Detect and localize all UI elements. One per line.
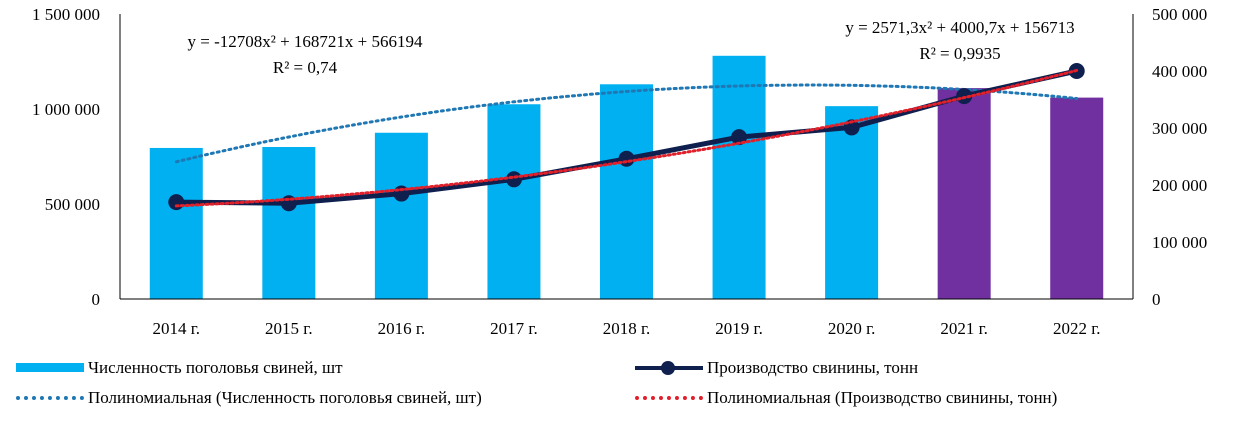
herd-trend-r2: R² = 0,74: [273, 58, 338, 77]
y-right-tick-label: 100 000: [1152, 233, 1207, 252]
y-left-tick-label: 1 500 000: [32, 5, 100, 24]
line-marker-swatch-icon: [633, 358, 705, 378]
legend-label-pork: Производство свинины, тонн: [707, 358, 919, 377]
x-tick-label: 2015 г.: [265, 319, 313, 338]
x-tick-label: 2016 г.: [378, 319, 426, 338]
combo-chart: 0 500 000 1 000 000 1 500 000 0 100 000 200 00…: [32, 5, 1207, 338]
legend-item-pork-trend: Полиномиальная (Производство свинины, то…: [633, 384, 1057, 412]
dotted-blue-swatch-icon: [14, 388, 86, 408]
trendline-pork-group: [174, 68, 1079, 208]
legend-item-herd-trend: Полиномиальная (Численность поголовья св…: [14, 384, 482, 412]
dotted-red-swatch-icon: [633, 388, 705, 408]
trendline-herd-group: [174, 83, 1079, 164]
bar-7: [937, 88, 991, 299]
bar-6: [825, 106, 879, 300]
legend-label-herd: Численность поголовья свиней, шт: [88, 358, 343, 377]
legend: Численность поголовья свиней, шт Произво…: [0, 352, 1239, 416]
x-tick-label: 2019 г.: [715, 319, 763, 338]
bars-group: [149, 55, 1104, 300]
bar-2: [374, 132, 428, 299]
y-right-tick-label: 500 000: [1152, 5, 1207, 24]
y-right-tick-label: 400 000: [1152, 62, 1207, 81]
x-tick-label: 2014 г.: [152, 319, 200, 338]
y-right-tick-label: 0: [1152, 290, 1161, 309]
y-left-tick-label: 500 000: [45, 195, 100, 214]
x-tick-label: 2022 г.: [1053, 319, 1101, 338]
y-left-tick-label: 0: [92, 290, 101, 309]
herd-trendline: [174, 83, 1079, 164]
legend-label-pork-trend: Полиномиальная (Производство свинины, то…: [707, 388, 1058, 407]
bar-3: [487, 104, 541, 299]
bar-4: [600, 84, 653, 299]
y-left-tick-label: 1 000 000: [32, 100, 100, 119]
x-tick-label: 2021 г.: [940, 319, 988, 338]
pork-trend-equation: y = 2571,3x² + 4000,7x + 156713: [845, 18, 1074, 37]
legend-label-herd-trend: Полиномиальная (Численность поголовья св…: [88, 388, 482, 407]
bar-1: [262, 147, 316, 299]
pork-point-1: [280, 195, 297, 212]
bar-5: [712, 55, 766, 299]
x-tick-label: 2018 г.: [603, 319, 651, 338]
bar-swatch-icon: [14, 358, 86, 378]
x-tick-label: 2017 г.: [490, 319, 538, 338]
legend-item-pork: Производство свинины, тонн: [633, 354, 918, 382]
pork-trend-r2: R² = 0,9935: [919, 44, 1000, 63]
axes-group: [119, 14, 1134, 300]
pork-point-0: [168, 194, 185, 211]
pork-trendline: [174, 68, 1079, 208]
pork-point-4: [618, 150, 635, 167]
y-right-tick-label: 200 000: [1152, 176, 1207, 195]
pork-point-3: [505, 171, 522, 188]
bar-0: [149, 147, 203, 299]
bar-8: [1050, 97, 1104, 299]
x-tick-label: 2020 г.: [828, 319, 876, 338]
tick-labels-group: 0 500 000 1 000 000 1 500 000 0 100 000 200 00…: [32, 5, 1207, 338]
herd-trend-equation: y = -12708x² + 168721x + 566194: [187, 32, 423, 51]
y-right-tick-label: 300 000: [1152, 119, 1207, 138]
legend-item-herd: Численность поголовья свиней, шт: [14, 354, 343, 382]
